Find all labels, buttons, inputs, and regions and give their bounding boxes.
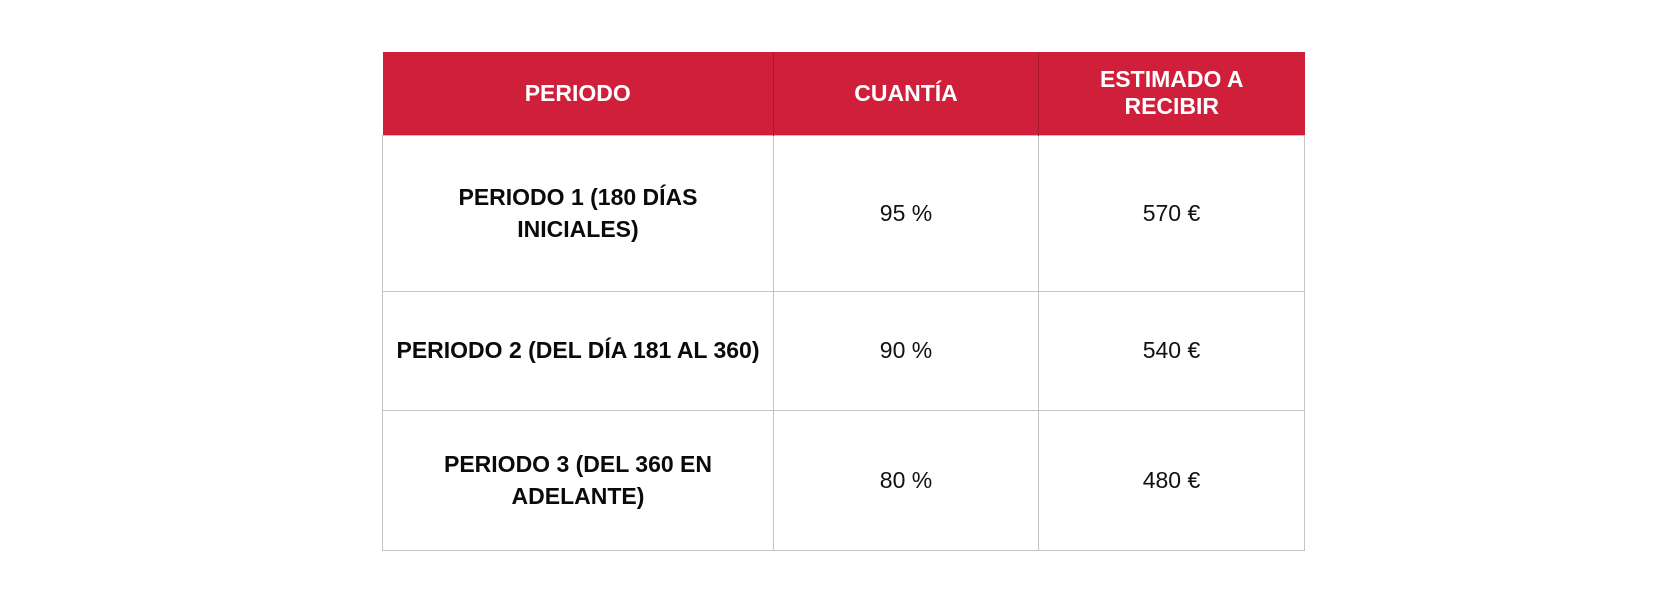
benefit-periods-table-container: PERIODO CUANTÍA ESTIMADO A RECIBIR PERIO… xyxy=(382,52,1305,551)
table-row: PERIODO 2 (DEL DÍA 181 AL 360) 90 % 540 … xyxy=(382,290,1305,411)
table-row: PERIODO 1 (180 DÍAS INICIALES) 95 % 570 … xyxy=(382,134,1305,292)
benefit-periods-table: PERIODO CUANTÍA ESTIMADO A RECIBIR PERIO… xyxy=(382,52,1305,551)
cell-periodo: PERIODO 3 (DEL 360 EN ADELANTE) xyxy=(382,409,774,551)
header-cuantia: CUANTÍA xyxy=(773,52,1039,135)
cell-periodo: PERIODO 1 (180 DÍAS INICIALES) xyxy=(382,134,774,292)
table-row: PERIODO 3 (DEL 360 EN ADELANTE) 80 % 480… xyxy=(382,409,1305,551)
cell-estimado: 540 € xyxy=(1038,290,1305,411)
cell-estimado: 480 € xyxy=(1038,409,1305,551)
header-row: PERIODO CUANTÍA ESTIMADO A RECIBIR xyxy=(382,52,1305,135)
cell-estimado: 570 € xyxy=(1038,134,1305,292)
cell-cuantia: 95 % xyxy=(773,134,1039,292)
cell-cuantia: 80 % xyxy=(773,409,1039,551)
cell-cuantia: 90 % xyxy=(773,290,1039,411)
header-periodo: PERIODO xyxy=(382,52,774,135)
table-body: PERIODO 1 (180 DÍAS INICIALES) 95 % 570 … xyxy=(382,134,1305,551)
header-estimado: ESTIMADO A RECIBIR xyxy=(1038,52,1305,135)
cell-periodo: PERIODO 2 (DEL DÍA 181 AL 360) xyxy=(382,290,774,411)
table-header: PERIODO CUANTÍA ESTIMADO A RECIBIR xyxy=(382,52,1305,135)
